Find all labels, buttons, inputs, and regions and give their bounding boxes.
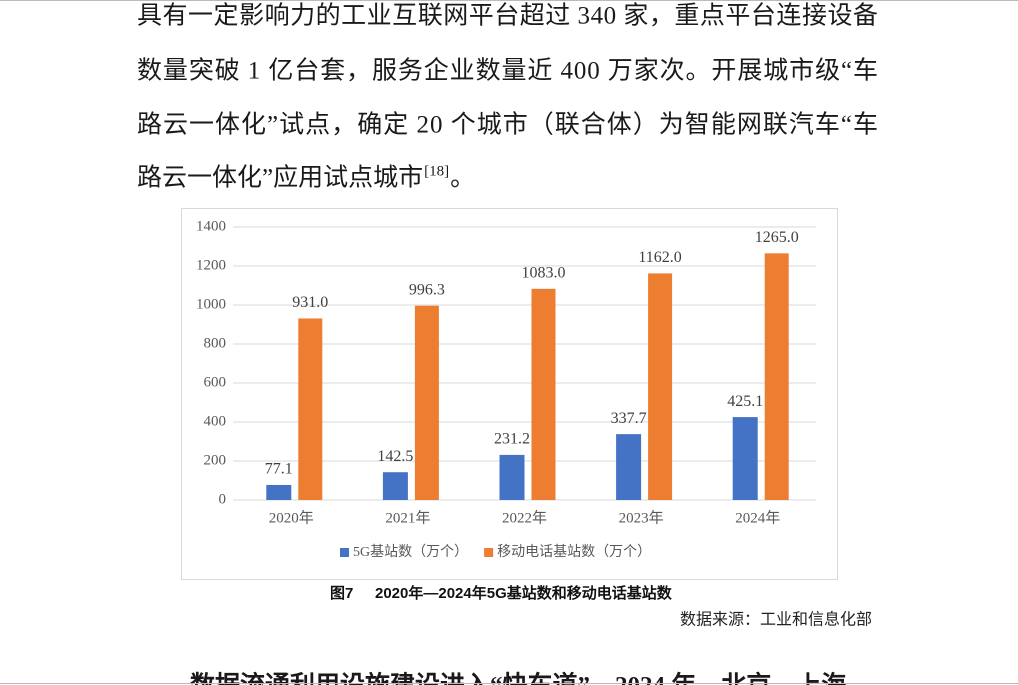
x-tick-label: 2023年 xyxy=(619,509,664,526)
bar xyxy=(648,273,673,500)
data-label: 1162.0 xyxy=(638,249,681,266)
legend-swatch xyxy=(340,548,349,557)
data-label: 1265.0 xyxy=(755,229,799,246)
bar xyxy=(266,484,292,500)
bar xyxy=(616,434,642,500)
y-tick-label: 1200 xyxy=(196,257,226,273)
paragraph-line: 路云一体化”应用试点城市 xyxy=(137,164,423,192)
caption-label: 图7 xyxy=(330,585,353,602)
source: 数据来源：工业和信息化部 xyxy=(680,611,872,629)
bar xyxy=(499,454,525,500)
x-tick-label: 2020年 xyxy=(269,509,314,526)
x-tick-label: 2022年 xyxy=(502,509,547,526)
data-label: 231.2 xyxy=(494,431,530,448)
paragraph-line: 数量突破 1 亿台套，服务企业数量近 400 万家次。开展城市级“车 xyxy=(137,57,878,85)
paragraph-line: 具有一定影响力的工业互联网平台超过 340 家，重点平台连接设备 xyxy=(137,2,878,30)
y-tick-label: 1000 xyxy=(196,296,226,312)
bar xyxy=(732,417,758,500)
next-paragraph: 数据流通利用设施建设进入“快车道”。2024 年，北京、上海 xyxy=(190,671,846,685)
bar xyxy=(382,472,408,500)
legend-label: 移动电话基站数（万个） xyxy=(497,543,651,560)
chart: 0 200 400 600 800 1000 1200 1400 2020年 77.1 931.0 2… xyxy=(196,218,816,560)
bar xyxy=(298,318,323,500)
data-label: 1083.0 xyxy=(522,264,566,281)
x-tick-label: 2021年 xyxy=(385,509,430,526)
data-label: 142.5 xyxy=(377,448,413,465)
bar xyxy=(764,253,789,500)
y-tick-label: 800 xyxy=(204,335,227,351)
data-label: 996.3 xyxy=(409,281,445,298)
data-label: 931.0 xyxy=(292,294,328,311)
chart-frame xyxy=(181,208,838,580)
paragraph-end: 。 xyxy=(450,165,475,192)
legend-label: 5G基站数（万个） xyxy=(353,543,468,560)
bar xyxy=(414,305,439,500)
y-tick-label: 200 xyxy=(204,452,227,468)
y-tick-label: 600 xyxy=(204,374,227,390)
y-tick-label: 400 xyxy=(204,413,227,429)
x-tick-label: 2024年 xyxy=(735,509,780,526)
citation: [18] xyxy=(424,163,449,179)
data-label: 77.1 xyxy=(265,461,293,478)
legend-swatch xyxy=(484,548,494,557)
data-label: 337.7 xyxy=(611,410,647,427)
bar xyxy=(531,288,556,500)
paragraph-line: 路云一体化”试点，确定 20 个城市（联合体）为智能网联汽车“车 xyxy=(137,111,878,139)
y-tick-label: 1400 xyxy=(196,218,226,234)
data-label: 425.1 xyxy=(727,393,763,410)
y-tick-label: 0 xyxy=(219,491,227,507)
caption-text: 2020年—2024年5G基站数和移动电话基站数 xyxy=(375,584,673,602)
